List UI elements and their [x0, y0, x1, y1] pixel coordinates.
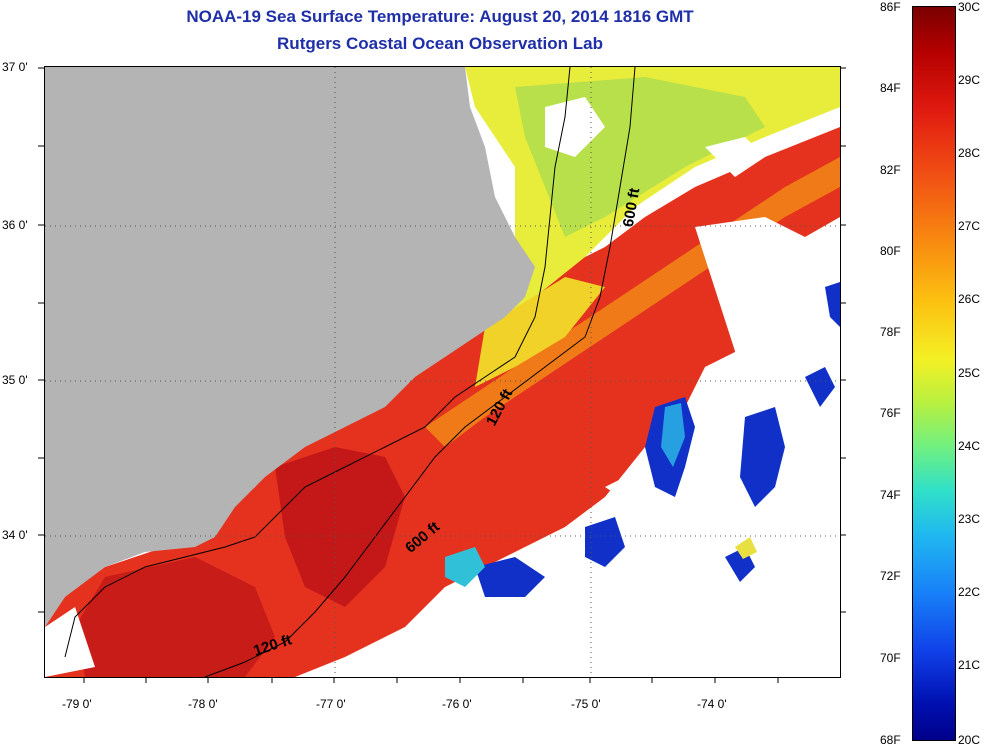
lon-label: -74 0' — [697, 697, 727, 711]
cold-water-patches — [445, 282, 840, 597]
cloud-mask — [45, 97, 840, 677]
colorbar-c-label: 29C — [958, 73, 981, 87]
lon-label: -79 0' — [62, 697, 92, 711]
map-subtitle: Rutgers Coastal Ocean Observation Lab — [277, 34, 603, 53]
colorbar-f-label: 84F — [880, 81, 901, 95]
land-mass — [45, 67, 535, 627]
shelf-water-yellow — [475, 277, 605, 387]
bathymetry-contours — [64, 67, 636, 677]
lon-label: -76 0' — [442, 697, 472, 711]
colorbar-c-label: 27C — [958, 219, 981, 233]
sst-map: 600 ft 120 ft 600 ft 120 ft — [44, 66, 841, 678]
warm-water-region — [45, 127, 840, 677]
lat-label: 35 0' — [2, 373, 28, 387]
colorbar-c-label: 28C — [958, 146, 981, 160]
colorbar-f-label: 68F — [880, 733, 901, 747]
colorbar-f-label: 74F — [880, 488, 901, 502]
colorbar-f-label: 80F — [880, 244, 901, 258]
colorbar-f-label: 70F — [880, 651, 901, 665]
lon-label: -77 0' — [316, 697, 346, 711]
lat-label: 36 0' — [2, 218, 28, 232]
lon-label: -75 0' — [571, 697, 601, 711]
hot-core-region — [275, 447, 405, 607]
lon-label: -78 0' — [188, 697, 218, 711]
colorbar-c-label: 26C — [958, 292, 981, 306]
lat-label: 34 0' — [2, 528, 28, 542]
colorbar-c-label: 21C — [958, 658, 981, 672]
lat-label: 37 0' — [2, 60, 28, 74]
map-title: NOAA-19 Sea Surface Temperature: August … — [186, 7, 694, 26]
colorbar-f-label: 76F — [880, 406, 901, 420]
colorbar-c-label: 30C — [958, 0, 981, 14]
colorbar — [912, 6, 956, 741]
hot-core-south — [75, 557, 275, 677]
colorbar-c-label: 23C — [958, 512, 981, 526]
colorbar-c-label: 25C — [958, 366, 981, 380]
colorbar-f-label: 86F — [880, 0, 901, 14]
colorbar-f-label: 82F — [880, 163, 901, 177]
colorbar-f-label: 78F — [880, 325, 901, 339]
sst-map-canvas — [45, 67, 840, 677]
colorbar-f-label: 72F — [880, 569, 901, 583]
graticule — [45, 67, 840, 677]
colorbar-c-label: 20C — [958, 733, 981, 747]
colorbar-c-label: 24C — [958, 439, 981, 453]
colorbar-c-label: 22C — [958, 585, 981, 599]
